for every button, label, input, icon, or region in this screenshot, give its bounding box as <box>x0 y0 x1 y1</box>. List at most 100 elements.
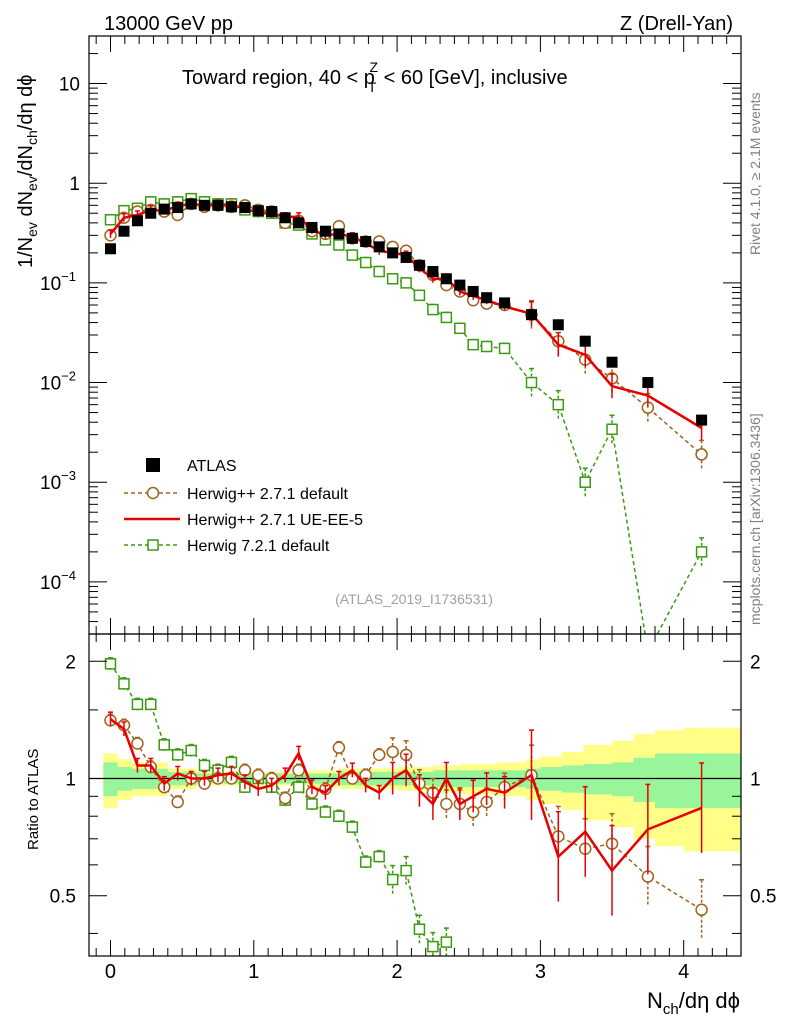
ratio-y-axis-label: Ratio to ATLAS <box>25 749 42 850</box>
ratio-herwigpp-default-marker-20 <box>372 748 386 762</box>
ratio-herwig7-marker-7 <box>198 759 211 772</box>
main-atlas-point-4 <box>158 203 170 215</box>
main-herwig7-marker-20 <box>373 265 385 278</box>
main-atlas-point-10 <box>239 202 251 214</box>
ratio-y-tick-label-right-2: 0.5 <box>750 887 776 908</box>
main-herwigpp-default-line <box>109 203 703 456</box>
ratio-herwigpp-default-marker-11 <box>251 768 265 782</box>
ratio-panel: 0 1 2 3 4 2 2 1 1 0.5 0.5 Ratio to ATLAS <box>25 633 776 983</box>
legend-label-herwigpp-default: Herwig++ 2.7.1 default <box>187 486 349 503</box>
y-tick-label-1: 1 <box>69 174 80 195</box>
legend-marker-herwigpp-default <box>146 486 160 500</box>
ratio-frame <box>88 633 742 957</box>
main-herwig7-marker-28 <box>480 340 493 353</box>
y-tick-base-2: 10 <box>40 274 61 295</box>
main-herwig7-marker-17 <box>333 239 345 251</box>
ratio-herwig7-marker-3 <box>145 698 157 711</box>
plot-title: Toward region, 40 < pTZ < 60 [GeV], incl… <box>182 59 568 95</box>
main-atlas-point-1 <box>118 225 130 237</box>
main-atlas-point-30 <box>526 309 538 321</box>
x-tick-label-4: 4 <box>678 961 689 983</box>
y-tick-label-3: 10−2 <box>40 369 76 395</box>
main-atlas-point-33 <box>606 356 618 368</box>
ratio-herwig7-marker-18 <box>346 821 359 833</box>
legend-label-atlas: ATLAS <box>187 458 237 475</box>
ratio-herwig7-marker-0 <box>104 658 117 670</box>
ratio-herwig7-marker-4 <box>158 739 170 751</box>
ratio-herwig7-marker-1 <box>118 678 130 690</box>
legend-label-herwigpp-ueee5: Herwig++ 2.7.1 UE-EE-5 <box>187 512 363 529</box>
y-tick-exp-5: −4 <box>61 568 76 583</box>
ratio-y-tick-label-left-1: 1 <box>65 769 76 790</box>
x-tick-label-0: 0 <box>105 961 116 983</box>
ratio-y-tick-label-left-2: 0.5 <box>50 887 76 908</box>
main-herwig7-marker-21 <box>386 273 399 285</box>
rivet-version-label: Rivet 4.1.0, ≥ 2.1M events <box>747 92 763 255</box>
ratio-herwigpp-ueee5-line <box>109 718 703 873</box>
main-atlas-point-15 <box>306 221 318 233</box>
uncertainty-band-outer <box>103 727 741 852</box>
main-herwig7-marker-24 <box>427 303 439 316</box>
main-atlas-point-26 <box>454 279 466 291</box>
main-herwig7-marker-35 <box>695 546 708 558</box>
ratio-herwig7-marker-21 <box>386 873 399 886</box>
ratio-herwigpp-default-marker-10 <box>238 763 252 777</box>
y-tick-exp-4: −3 <box>61 468 76 483</box>
main-herwig7-marker-19 <box>359 256 372 269</box>
main-atlas-point-17 <box>333 228 345 240</box>
main-atlas-point-23 <box>413 259 425 271</box>
main-herwig7-marker-29 <box>498 342 511 355</box>
main-herwig7-marker-34 <box>643 647 653 657</box>
main-atlas-point-7 <box>198 199 210 211</box>
main-herwig7-line <box>110 197 703 634</box>
ratio-herwig7-marker-16 <box>319 806 332 818</box>
main-atlas-point-3 <box>145 207 157 219</box>
x-tick-label-1: 1 <box>248 961 259 983</box>
main-atlas-point-34 <box>642 377 654 389</box>
ratio-herwig7-marker-6 <box>185 744 197 757</box>
y-tick-label-2: 10−1 <box>40 269 76 295</box>
legend-label-herwig7: Herwig 7.2.1 default <box>187 538 330 555</box>
ratio-herwig7-marker-20 <box>373 850 385 863</box>
x-tick-label-2: 2 <box>392 961 403 983</box>
main-herwig7-marker-32 <box>579 476 591 488</box>
ratio-herwig7-marker-19 <box>359 856 372 868</box>
y-tick-label-5: 10−4 <box>40 568 76 594</box>
main-herwig7-marker-30 <box>525 376 538 389</box>
main-atlas-point-20 <box>373 241 385 253</box>
main-atlas-point-28 <box>481 292 493 304</box>
main-atlas-point-6 <box>185 198 197 210</box>
main-atlas-point-19 <box>360 236 372 248</box>
x-tick-label-3: 3 <box>535 961 546 983</box>
main-atlas-point-31 <box>552 319 564 331</box>
main-herwig7-marker-22 <box>400 277 412 289</box>
main-atlas-point-35 <box>696 414 708 426</box>
ratio-y-tick-label-right-1: 1 <box>750 769 761 790</box>
ratio-herwig7-marker-5 <box>171 749 184 761</box>
ratio-herwig7-marker-15 <box>306 798 318 810</box>
main-atlas-point-18 <box>346 232 358 244</box>
main-atlas-point-2 <box>131 215 143 227</box>
main-atlas-point-12 <box>266 206 278 218</box>
legend-marker-herwig7 <box>147 539 159 551</box>
main-atlas-point-13 <box>279 212 291 224</box>
y-tick-base-4: 10 <box>40 473 61 494</box>
ratio-herwigpp-default-marker-35 <box>695 903 708 917</box>
header-right: Z (Drell-Yan) <box>620 13 733 35</box>
ratio-herwig7-marker-17 <box>333 810 345 822</box>
ratio-herwig7-line <box>109 663 447 948</box>
ratio-herwigpp-default-marker-17 <box>332 741 346 754</box>
y-tick-exp-2: −1 <box>61 269 76 284</box>
ratio-herwigpp-default-marker-13 <box>278 791 292 805</box>
main-herwig7-marker-31 <box>552 398 565 411</box>
y-axis-label: 1/Nev dNev/dNch/dη dϕ <box>15 75 40 268</box>
legend: ATLAS Herwig++ 2.7.1 default Herwig++ 2.… <box>124 458 363 555</box>
main-atlas-point-24 <box>427 266 439 278</box>
main-atlas-point-22 <box>400 251 412 263</box>
main-atlas-point-16 <box>319 225 331 237</box>
main-herwig7-marker-23 <box>413 289 426 302</box>
main-herwigpp-default-marker-35 <box>695 448 708 461</box>
main-atlas-point-11 <box>252 205 264 217</box>
ratio-herwig7-marker-25 <box>440 936 453 948</box>
